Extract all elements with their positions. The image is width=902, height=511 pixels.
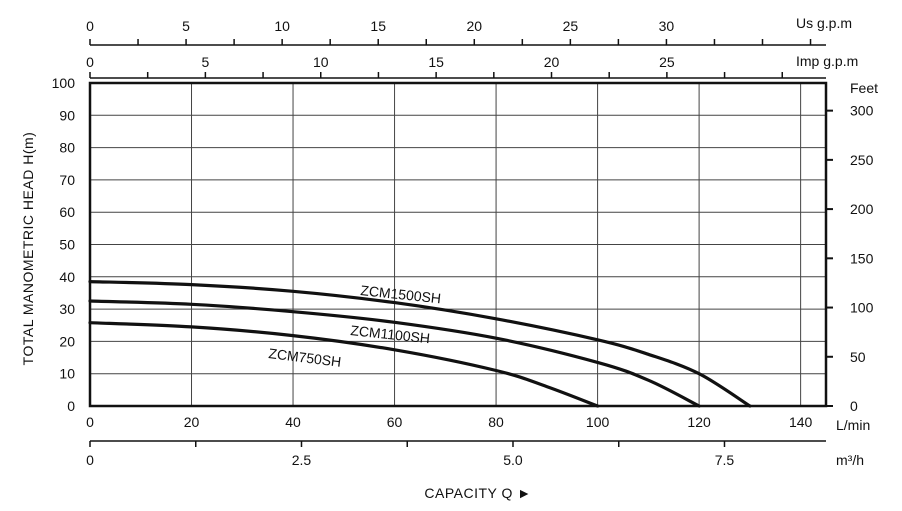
m3h-tick-label: 7.5 [715,452,735,468]
usgpm-unit-label: Us g.p.m [796,15,852,31]
x-axis-title: CAPACITY Q ► [424,485,531,501]
feet-tick-label: 250 [850,152,874,168]
x-tick-label: 40 [285,414,301,430]
impgpm-tick-label: 10 [313,54,329,70]
usgpm-tick-label: 0 [86,18,94,34]
curve-zcm1100sh [88,299,701,408]
y-tick-label: 70 [59,172,75,188]
y-tick-label: 20 [59,333,75,349]
feet-axis-label: Feet [850,80,878,96]
usgpm-tick-label: 30 [659,18,675,34]
feet-tick-label: 200 [850,201,874,217]
impgpm-tick-label: 20 [544,54,560,70]
impgpm-unit-label: Imp g.p.m [796,53,858,69]
impgpm-tick-label: 15 [428,54,444,70]
x-tick-label: 20 [184,414,200,430]
impgpm-tick-label: 0 [86,54,94,70]
impgpm-tick-label: 5 [201,54,209,70]
usgpm-tick-label: 5 [182,18,190,34]
y-tick-label: 40 [59,269,75,285]
curve-label-zcm750sh: ZCM750SH [268,345,343,370]
y-tick-label: 60 [59,204,75,220]
y-tick-label: 10 [59,366,75,382]
y-tick-label: 0 [67,398,75,414]
x-tick-label: 0 [86,414,94,430]
x-tick-label: 140 [789,414,813,430]
curve-zcm1500sh [88,280,752,408]
m3h-tick-label: 0 [86,452,94,468]
x-tick-label: 120 [687,414,711,430]
y-tick-label: 80 [59,140,75,156]
usgpm-tick-label: 10 [274,18,290,34]
feet-tick-label: 50 [850,349,866,365]
feet-tick-label: 0 [850,398,858,414]
x-unit-label: L/min [836,417,870,433]
x-tick-label: 60 [387,414,403,430]
x-tick-label: 80 [488,414,504,430]
feet-tick-label: 150 [850,250,874,266]
x-tick-label: 100 [586,414,610,430]
m3h-tick-label: 5.0 [503,452,523,468]
y-tick-label: 90 [59,107,75,123]
y-tick-label: 30 [59,301,75,317]
y-tick-label: 100 [52,75,76,91]
usgpm-tick-label: 25 [563,18,579,34]
usgpm-tick-label: 20 [466,18,482,34]
curve-zcm750sh [88,321,600,408]
m3h-tick-label: 2.5 [292,452,312,468]
impgpm-tick-label: 25 [659,54,675,70]
y-axis-title: TOTAL MANOMETRIC HEAD H(m) [20,132,36,366]
feet-tick-label: 300 [850,103,874,119]
m3h-unit-label: m³/h [836,452,864,468]
y-tick-label: 50 [59,237,75,253]
feet-tick-label: 100 [850,300,874,316]
usgpm-tick-label: 15 [370,18,386,34]
plot-frame [88,81,828,408]
